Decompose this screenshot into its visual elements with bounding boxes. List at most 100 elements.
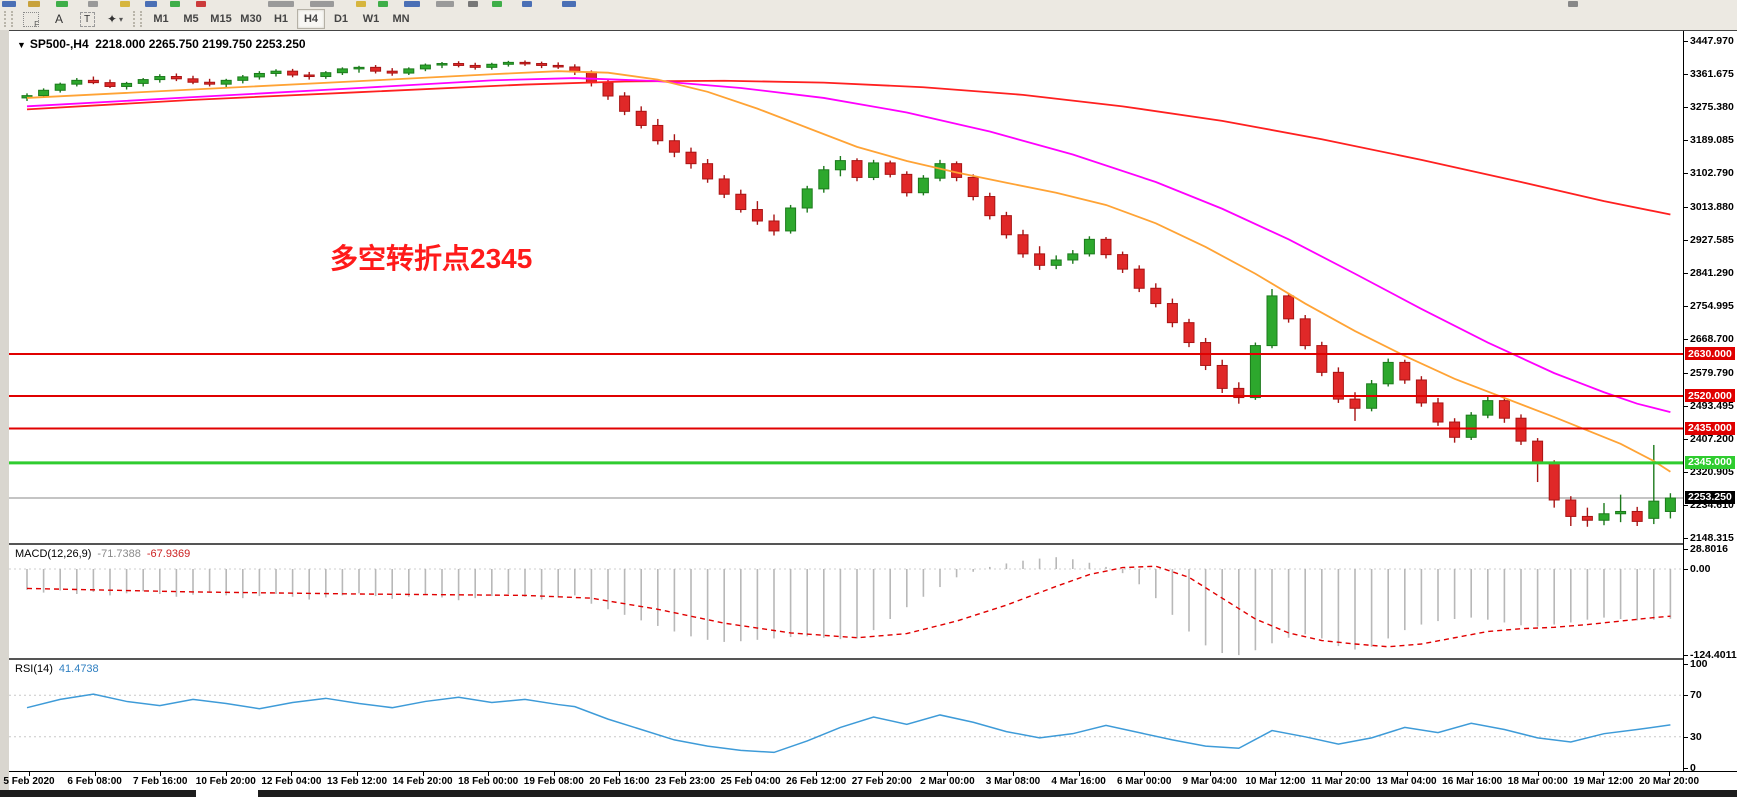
text-label-tool-button[interactable]: T — [75, 9, 99, 29]
rsi-indicator-panel[interactable]: RSI(14) 41.4738 — [9, 660, 1683, 771]
candle-down — [901, 171, 913, 197]
rsi-value: 41.4738 — [58, 663, 99, 675]
candle-down — [303, 71, 315, 80]
candle-up — [320, 71, 332, 79]
cropped-icon — [28, 1, 40, 7]
cropped-icon — [378, 1, 388, 7]
arrow-text-tool-button[interactable]: A — [47, 9, 71, 29]
candle-down — [718, 175, 730, 199]
macd-axis-label: 0.00 — [1690, 563, 1711, 575]
timeframe-button-mn[interactable]: MN — [392, 13, 410, 25]
macd-plot[interactable] — [9, 545, 1683, 658]
crosshair-grid-tool-button[interactable] — [19, 9, 43, 29]
timeframe-button-d1[interactable]: D1 — [333, 13, 349, 25]
timeframe-button-h1[interactable]: H1 — [273, 13, 289, 25]
time-axis-label: 12 Feb 04:00 — [261, 776, 322, 787]
timeframe-button-m5[interactable]: M5 — [183, 13, 199, 25]
price-chart-panel[interactable]: ▼ SP500-,H4 2218.000 2265.750 2199.750 22… — [9, 31, 1683, 545]
moving-average-line — [26, 77, 1671, 413]
candle-up — [220, 78, 232, 88]
candle-up — [1249, 342, 1261, 400]
candle-down — [619, 92, 631, 116]
candle-down — [652, 118, 664, 145]
candle-down — [519, 60, 531, 66]
candle-up — [419, 63, 431, 72]
rsi-plot[interactable] — [9, 660, 1683, 771]
cropped-icon — [492, 1, 502, 7]
candle-up — [917, 175, 929, 196]
time-axis-tick — [1144, 772, 1146, 776]
candle-down — [1565, 496, 1577, 526]
chart-text-annotation[interactable]: 多空转折点2345 — [330, 243, 533, 274]
time-axis-label: 7 Feb 16:00 — [132, 776, 188, 787]
candle-down — [1283, 292, 1295, 323]
time-axis-tick — [1603, 772, 1605, 776]
grid-cursor-icon — [23, 11, 39, 29]
axis-tick — [1684, 273, 1688, 275]
cropped-icon — [196, 1, 206, 7]
time-axis-tick — [1669, 772, 1670, 776]
timeframe-button-h4[interactable]: H4 — [297, 9, 325, 29]
timeframe-button-w1[interactable]: W1 — [362, 13, 380, 25]
candle-down — [1216, 359, 1228, 393]
candle-down — [668, 134, 680, 158]
time-axis-tick — [488, 772, 490, 776]
time-axis-label: 4 Mar 16:00 — [1051, 776, 1106, 787]
candle-down — [469, 62, 481, 70]
time-axis-label: 3 Mar 08:00 — [985, 776, 1041, 787]
candle-down — [1631, 506, 1643, 526]
candle-down — [685, 147, 697, 169]
cropped-icon — [88, 1, 98, 7]
shapes-icon: ✦ — [106, 12, 118, 26]
price-axis-label: 2927.585 — [1690, 234, 1734, 247]
time-axis[interactable]: 5 Feb 2020 6 Feb 08:00 7 Feb 16:00 10 Feb 2… — [3, 771, 1737, 792]
timeframe-button-m1[interactable]: M1 — [153, 13, 169, 25]
collapse-triangle-icon[interactable]: ▼ — [17, 40, 26, 50]
cropped-icon — [562, 1, 576, 7]
macd-indicator-panel[interactable]: MACD(12,26,9) -71.7388 -67.9369 — [9, 545, 1683, 660]
time-axis-tick — [225, 772, 227, 776]
candle-up — [834, 156, 846, 177]
hline-price-badge: 2435.000 — [1685, 421, 1735, 435]
time-axis-tick — [1078, 772, 1080, 776]
candle-up — [154, 74, 166, 83]
time-axis-tick — [1341, 772, 1342, 776]
chart-tab-bar-cropped — [0, 790, 1737, 797]
time-axis-tick — [1209, 772, 1211, 776]
hline-price-badge: 2630.000 — [1685, 347, 1735, 360]
macd-signal-line — [26, 565, 1671, 648]
time-axis-tick — [94, 772, 96, 776]
toolbar-grip-2[interactable] — [133, 11, 142, 27]
rsi-axis-label: 70 — [1690, 689, 1702, 702]
candle-up — [934, 159, 946, 182]
price-axis-label: 3275.380 — [1690, 101, 1734, 114]
candle-up — [502, 60, 514, 67]
candle-down — [1581, 507, 1593, 527]
candle-down — [1532, 438, 1544, 483]
axis-tick — [1684, 306, 1688, 308]
time-axis-label: 27 Feb 20:00 — [851, 776, 912, 787]
timeframe-button-m15[interactable]: M15 — [210, 13, 232, 25]
axis-tick — [1684, 736, 1688, 738]
toolbar-grip[interactable] — [4, 11, 13, 27]
candle-down — [287, 68, 299, 78]
ohlc-open: 2218.000 — [95, 37, 146, 51]
chart-window: ▼ SP500-,H4 2218.000 2265.750 2199.750 22… — [3, 30, 1737, 792]
hline-price-badge: 2345.000 — [1685, 455, 1735, 469]
time-axis-label: 11 Mar 20:00 — [1311, 776, 1371, 787]
candle-down — [170, 73, 182, 82]
shapes-tool-button[interactable]: ✦ ▾ — [103, 9, 127, 29]
axis-tick — [1684, 439, 1688, 441]
candle-up — [336, 67, 348, 75]
candle-down — [702, 159, 714, 183]
candle-down — [1415, 376, 1427, 407]
timeframe-button-m30[interactable]: M30 — [240, 13, 262, 25]
time-axis-label: 18 Feb 00:00 — [458, 776, 519, 787]
candle-down — [1498, 397, 1510, 423]
candle-down — [768, 214, 780, 236]
candlestick-plot[interactable] — [9, 31, 1683, 543]
time-axis-label: 20 Mar 20:00 — [1638, 776, 1700, 787]
candle-down — [1332, 367, 1344, 403]
candle-up — [1615, 494, 1627, 523]
candle-down — [851, 158, 863, 182]
